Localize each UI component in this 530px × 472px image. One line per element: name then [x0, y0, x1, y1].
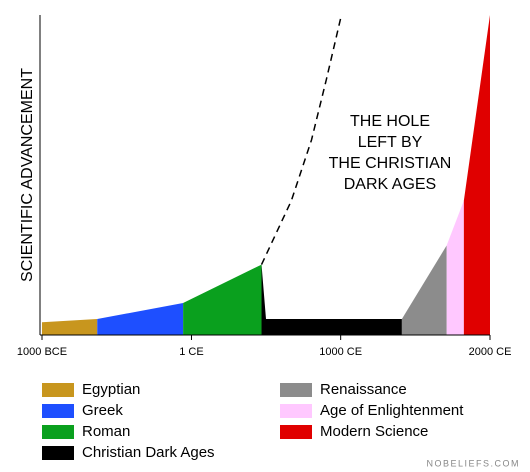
annotation: THE HOLE: [350, 113, 430, 130]
x-tick-label: 1000 CE: [319, 346, 362, 358]
legend-label: Greek: [82, 402, 123, 419]
legend-label: Modern Science: [320, 423, 428, 440]
y-axis-label: SCIENTIFIC ADVANCEMENT: [19, 68, 36, 282]
watermark: NOBELIEFS.COM: [426, 458, 520, 468]
area-segment: [42, 319, 98, 335]
area-segment: [97, 303, 184, 335]
legend-swatch: [280, 404, 312, 418]
legend-swatch: [42, 404, 74, 418]
legend-swatch: [42, 446, 74, 460]
legend-label: Christian Dark Ages: [82, 444, 215, 461]
area-segment: [261, 264, 402, 335]
x-tick-label: 1 CE: [179, 346, 203, 358]
legend-swatch: [280, 425, 312, 439]
legend-label: Renaissance: [320, 381, 407, 398]
annotation: THE CHRISTIAN: [329, 155, 452, 172]
legend-label: Roman: [82, 423, 130, 440]
area-segment: [183, 264, 262, 335]
x-tick-label: 1000 BCE: [17, 346, 67, 358]
legend-label: Egyptian: [82, 381, 140, 398]
area-segment: [463, 15, 490, 335]
legend-swatch: [280, 383, 312, 397]
area-segment: [401, 245, 447, 335]
annotation: LEFT BY: [358, 134, 423, 151]
area-segment: [446, 200, 464, 335]
projection-line: [260, 14, 343, 265]
legend-swatch: [42, 425, 74, 439]
legend-swatch: [42, 383, 74, 397]
annotation: DARK AGES: [344, 176, 436, 193]
x-tick-label: 2000 CE: [469, 346, 512, 358]
legend-label: Age of Enlightenment: [320, 402, 464, 419]
